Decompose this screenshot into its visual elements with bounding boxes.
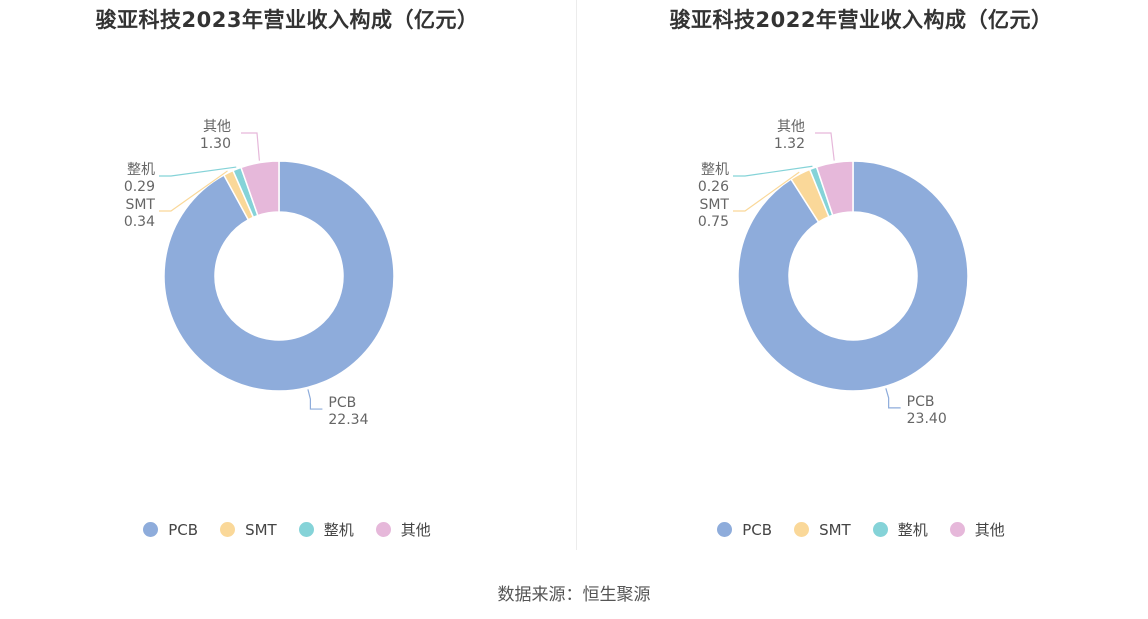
slice-label-value: 1.32 <box>774 136 805 152</box>
legend-item[interactable]: PCB <box>717 519 772 540</box>
legend-item[interactable]: 整机 <box>872 519 928 540</box>
legend-label: PCB <box>168 520 199 539</box>
donut-slice-其他 <box>240 160 280 217</box>
legend-item[interactable]: SMT <box>220 519 277 540</box>
legend-dot-icon <box>949 522 965 537</box>
legend-dot-icon <box>717 522 733 537</box>
legend-label: PCB <box>742 520 773 539</box>
legend-item[interactable]: 其他 <box>375 519 431 540</box>
legend-dot-icon <box>220 522 236 537</box>
slice-label-name: 其他 <box>777 119 805 135</box>
legend-item[interactable]: 整机 <box>298 519 354 540</box>
legend-label: 整机 <box>323 521 354 539</box>
leader-line <box>307 389 323 410</box>
chart-title: 骏亚科技2022年营业收入构成（亿元） <box>669 8 1053 32</box>
legend-item[interactable]: SMT <box>794 519 851 540</box>
slice-label-name: PCB <box>328 395 356 411</box>
legend-item[interactable]: 其他 <box>949 519 1005 540</box>
legend-dot-icon <box>872 522 888 537</box>
leader-line <box>885 388 901 409</box>
legend-label: 其他 <box>400 521 431 539</box>
data-source-note: 数据来源：恒生聚源 <box>497 585 651 605</box>
slice-label-name: PCB <box>907 394 935 410</box>
donut-slice-PCB <box>163 160 395 392</box>
leader-line <box>159 166 237 177</box>
legend-label: SMT <box>819 520 851 539</box>
legend-item[interactable]: PCB <box>143 519 198 540</box>
donut-slice-PCB <box>737 160 969 392</box>
slice-label-name: SMT <box>125 197 155 213</box>
legend-label: SMT <box>245 520 277 539</box>
leader-line <box>241 132 261 161</box>
slice-label-value: 0.26 <box>698 179 729 195</box>
leader-line <box>733 165 813 177</box>
legend-label: 其他 <box>974 521 1005 539</box>
slice-label-value: 22.34 <box>328 412 368 428</box>
legend-dot-icon <box>794 522 810 537</box>
legend-dot-icon <box>375 522 391 537</box>
chart-legend: PCB SMT 整机 其他 <box>574 519 1148 540</box>
chart-panel-2022: 骏亚科技2022年营业收入构成（亿元） PCB 23.40 SMT 0.75 整机 0.2… <box>574 0 1148 560</box>
slice-label-value: 0.34 <box>124 214 155 230</box>
chart-title: 骏亚科技2023年营业收入构成（亿元） <box>95 8 479 32</box>
panel-divider <box>576 0 577 550</box>
slice-label-name: SMT <box>699 197 729 213</box>
slice-label-name: 整机 <box>701 162 729 178</box>
chart-panel-2023: 骏亚科技2023年营业收入构成（亿元） PCB 22.34 SMT 0.34 整机 0.2… <box>0 0 574 560</box>
slice-label-value: 1.30 <box>200 136 231 152</box>
slice-label-value: 0.29 <box>124 179 155 195</box>
slice-label-name: 其他 <box>203 119 231 135</box>
legend-dot-icon <box>143 522 159 537</box>
slice-label-value: 0.75 <box>698 214 729 230</box>
legend-label: 整机 <box>897 521 928 539</box>
slice-label-name: 整机 <box>127 162 155 178</box>
legend-dot-icon <box>298 522 314 537</box>
chart-legend: PCB SMT 整机 其他 <box>0 519 574 540</box>
donut-slice-其他 <box>815 160 854 217</box>
leader-line <box>815 132 835 161</box>
slice-label-value: 23.40 <box>907 411 947 427</box>
leader-line <box>159 170 228 212</box>
leader-line <box>733 171 800 212</box>
